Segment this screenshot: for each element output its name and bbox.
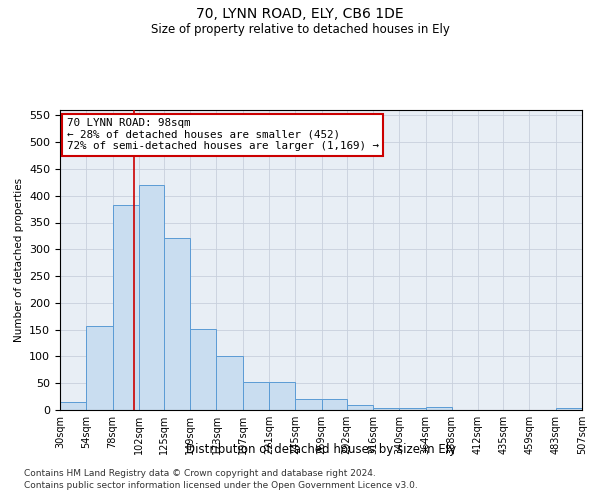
Bar — [60, 402, 86, 410]
Bar — [556, 408, 582, 410]
Bar — [139, 185, 164, 410]
Text: Distribution of detached houses by size in Ely: Distribution of detached houses by size … — [186, 442, 456, 456]
Bar — [86, 326, 113, 410]
Y-axis label: Number of detached properties: Number of detached properties — [14, 178, 23, 342]
Bar — [399, 408, 425, 410]
Bar — [217, 356, 243, 410]
Bar — [295, 400, 322, 410]
Bar — [425, 408, 452, 410]
Text: 70, LYNN ROAD, ELY, CB6 1DE: 70, LYNN ROAD, ELY, CB6 1DE — [196, 8, 404, 22]
Text: Contains public sector information licensed under the Open Government Licence v3: Contains public sector information licen… — [24, 481, 418, 490]
Bar — [269, 382, 295, 410]
Bar — [190, 328, 217, 410]
Bar — [373, 408, 399, 410]
Text: Size of property relative to detached houses in Ely: Size of property relative to detached ho… — [151, 22, 449, 36]
Bar — [243, 382, 269, 410]
Bar — [164, 238, 190, 410]
Bar — [113, 205, 139, 410]
Text: 70 LYNN ROAD: 98sqm
← 28% of detached houses are smaller (452)
72% of semi-detac: 70 LYNN ROAD: 98sqm ← 28% of detached ho… — [67, 118, 379, 151]
Bar — [347, 404, 373, 410]
Text: Contains HM Land Registry data © Crown copyright and database right 2024.: Contains HM Land Registry data © Crown c… — [24, 468, 376, 477]
Bar — [322, 400, 347, 410]
